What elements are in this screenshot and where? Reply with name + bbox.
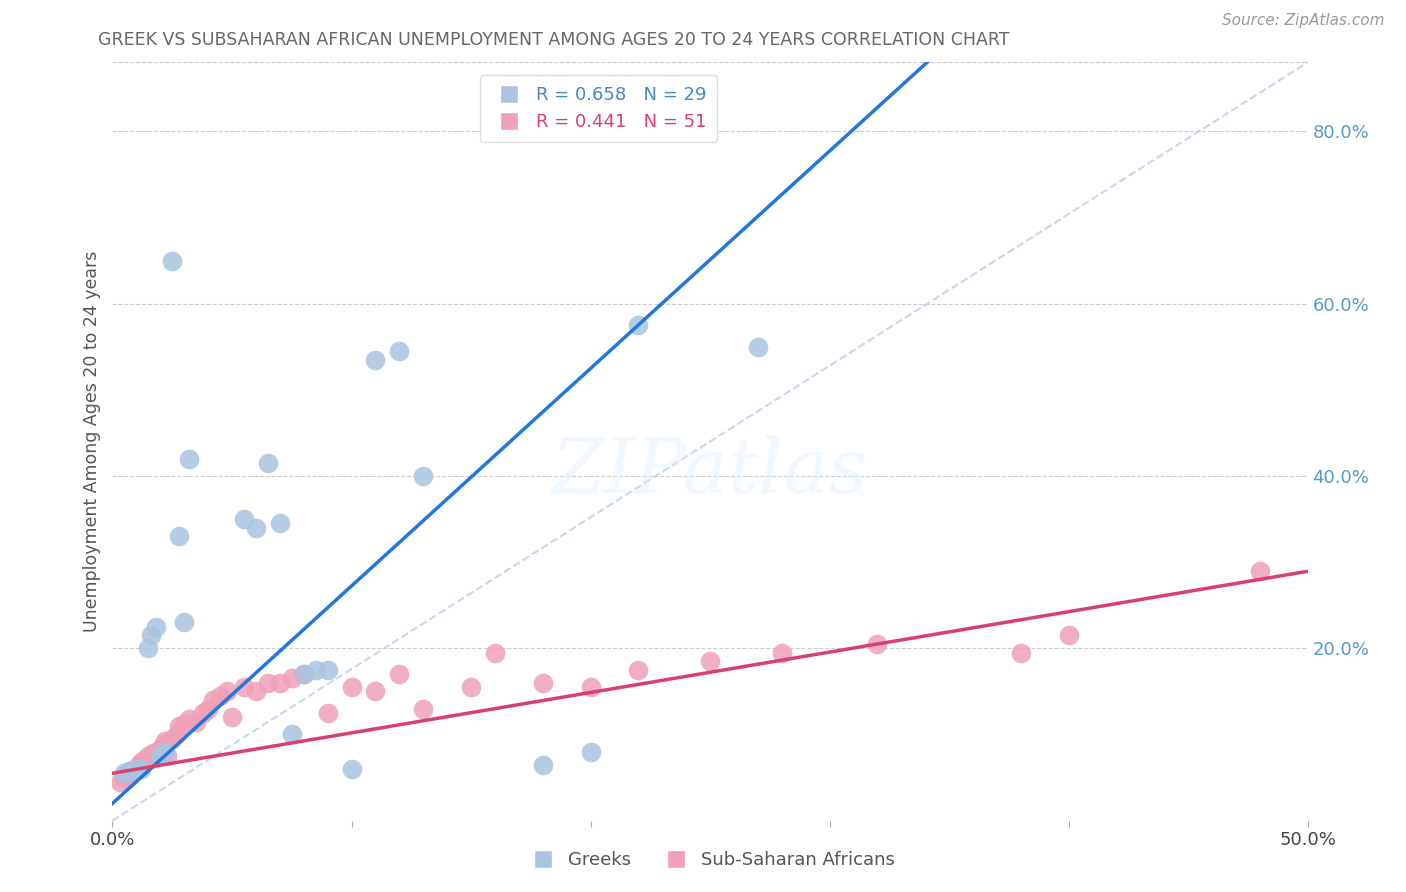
Point bbox=[197, 701, 219, 715]
Point bbox=[114, 771, 135, 785]
Legend: Greeks, Sub-Saharan Africans: Greeks, Sub-Saharan Africans bbox=[517, 844, 903, 876]
Point bbox=[627, 663, 650, 677]
Point bbox=[292, 667, 315, 681]
Point bbox=[460, 680, 482, 694]
Point bbox=[169, 529, 191, 543]
Point bbox=[388, 344, 411, 359]
Point bbox=[412, 701, 434, 715]
Point bbox=[221, 710, 243, 724]
Point bbox=[152, 738, 174, 752]
Point bbox=[233, 680, 256, 694]
Point bbox=[579, 680, 602, 694]
Point bbox=[579, 745, 602, 759]
Point bbox=[115, 769, 138, 783]
Point bbox=[118, 764, 141, 778]
Point bbox=[292, 667, 315, 681]
Point bbox=[186, 714, 208, 729]
Point bbox=[364, 352, 387, 367]
Point bbox=[531, 757, 554, 772]
Point bbox=[139, 628, 162, 642]
Point bbox=[269, 516, 291, 531]
Point bbox=[118, 766, 141, 780]
Point bbox=[209, 689, 232, 703]
Y-axis label: Unemployment Among Ages 20 to 24 years: Unemployment Among Ages 20 to 24 years bbox=[83, 251, 101, 632]
Point bbox=[770, 646, 793, 660]
Point bbox=[364, 684, 387, 698]
Point bbox=[245, 521, 267, 535]
Point bbox=[138, 749, 160, 764]
Point bbox=[316, 706, 339, 720]
Point bbox=[173, 615, 195, 630]
Text: GREEK VS SUBSAHARAN AFRICAN UNEMPLOYMENT AMONG AGES 20 TO 24 YEARS CORRELATION C: GREEK VS SUBSAHARAN AFRICAN UNEMPLOYMENT… bbox=[98, 31, 1010, 49]
Point bbox=[257, 456, 280, 470]
Point bbox=[149, 743, 172, 757]
Point bbox=[193, 706, 215, 720]
Point bbox=[129, 755, 152, 769]
Point bbox=[138, 641, 160, 656]
Point bbox=[145, 745, 167, 759]
Point bbox=[484, 646, 506, 660]
Point bbox=[129, 762, 152, 776]
Point bbox=[1249, 564, 1271, 578]
Point bbox=[412, 469, 434, 483]
Point bbox=[281, 727, 304, 741]
Point bbox=[173, 717, 195, 731]
Point bbox=[177, 712, 200, 726]
Point bbox=[747, 340, 769, 354]
Point bbox=[162, 731, 183, 746]
Point bbox=[1057, 628, 1080, 642]
Point bbox=[149, 749, 172, 764]
Point bbox=[153, 745, 176, 759]
Point bbox=[125, 762, 148, 776]
Point bbox=[233, 512, 256, 526]
Point bbox=[1010, 646, 1032, 660]
Point bbox=[121, 764, 143, 778]
Point bbox=[269, 675, 291, 690]
Point bbox=[340, 680, 363, 694]
Point bbox=[627, 318, 650, 333]
Point bbox=[217, 684, 239, 698]
Point bbox=[340, 762, 363, 776]
Point bbox=[128, 757, 150, 772]
Point bbox=[388, 667, 411, 681]
Point bbox=[699, 654, 721, 668]
Text: ZIPatlas: ZIPatlas bbox=[551, 435, 869, 508]
Point bbox=[531, 675, 554, 690]
Point bbox=[166, 727, 188, 741]
Point bbox=[169, 719, 191, 733]
Point bbox=[142, 747, 165, 761]
Point bbox=[281, 672, 304, 686]
Point bbox=[201, 693, 224, 707]
Point bbox=[177, 451, 200, 466]
Point bbox=[866, 637, 889, 651]
Point bbox=[162, 253, 183, 268]
Point bbox=[153, 734, 176, 748]
Point bbox=[125, 762, 148, 776]
Point bbox=[156, 749, 179, 764]
Point bbox=[132, 753, 155, 767]
Point bbox=[114, 766, 135, 780]
Point bbox=[305, 663, 328, 677]
Text: Source: ZipAtlas.com: Source: ZipAtlas.com bbox=[1222, 13, 1385, 29]
Point bbox=[245, 684, 267, 698]
Point bbox=[108, 775, 131, 789]
Point bbox=[139, 751, 162, 765]
Point bbox=[316, 663, 339, 677]
Point bbox=[145, 620, 167, 634]
Point bbox=[257, 675, 280, 690]
